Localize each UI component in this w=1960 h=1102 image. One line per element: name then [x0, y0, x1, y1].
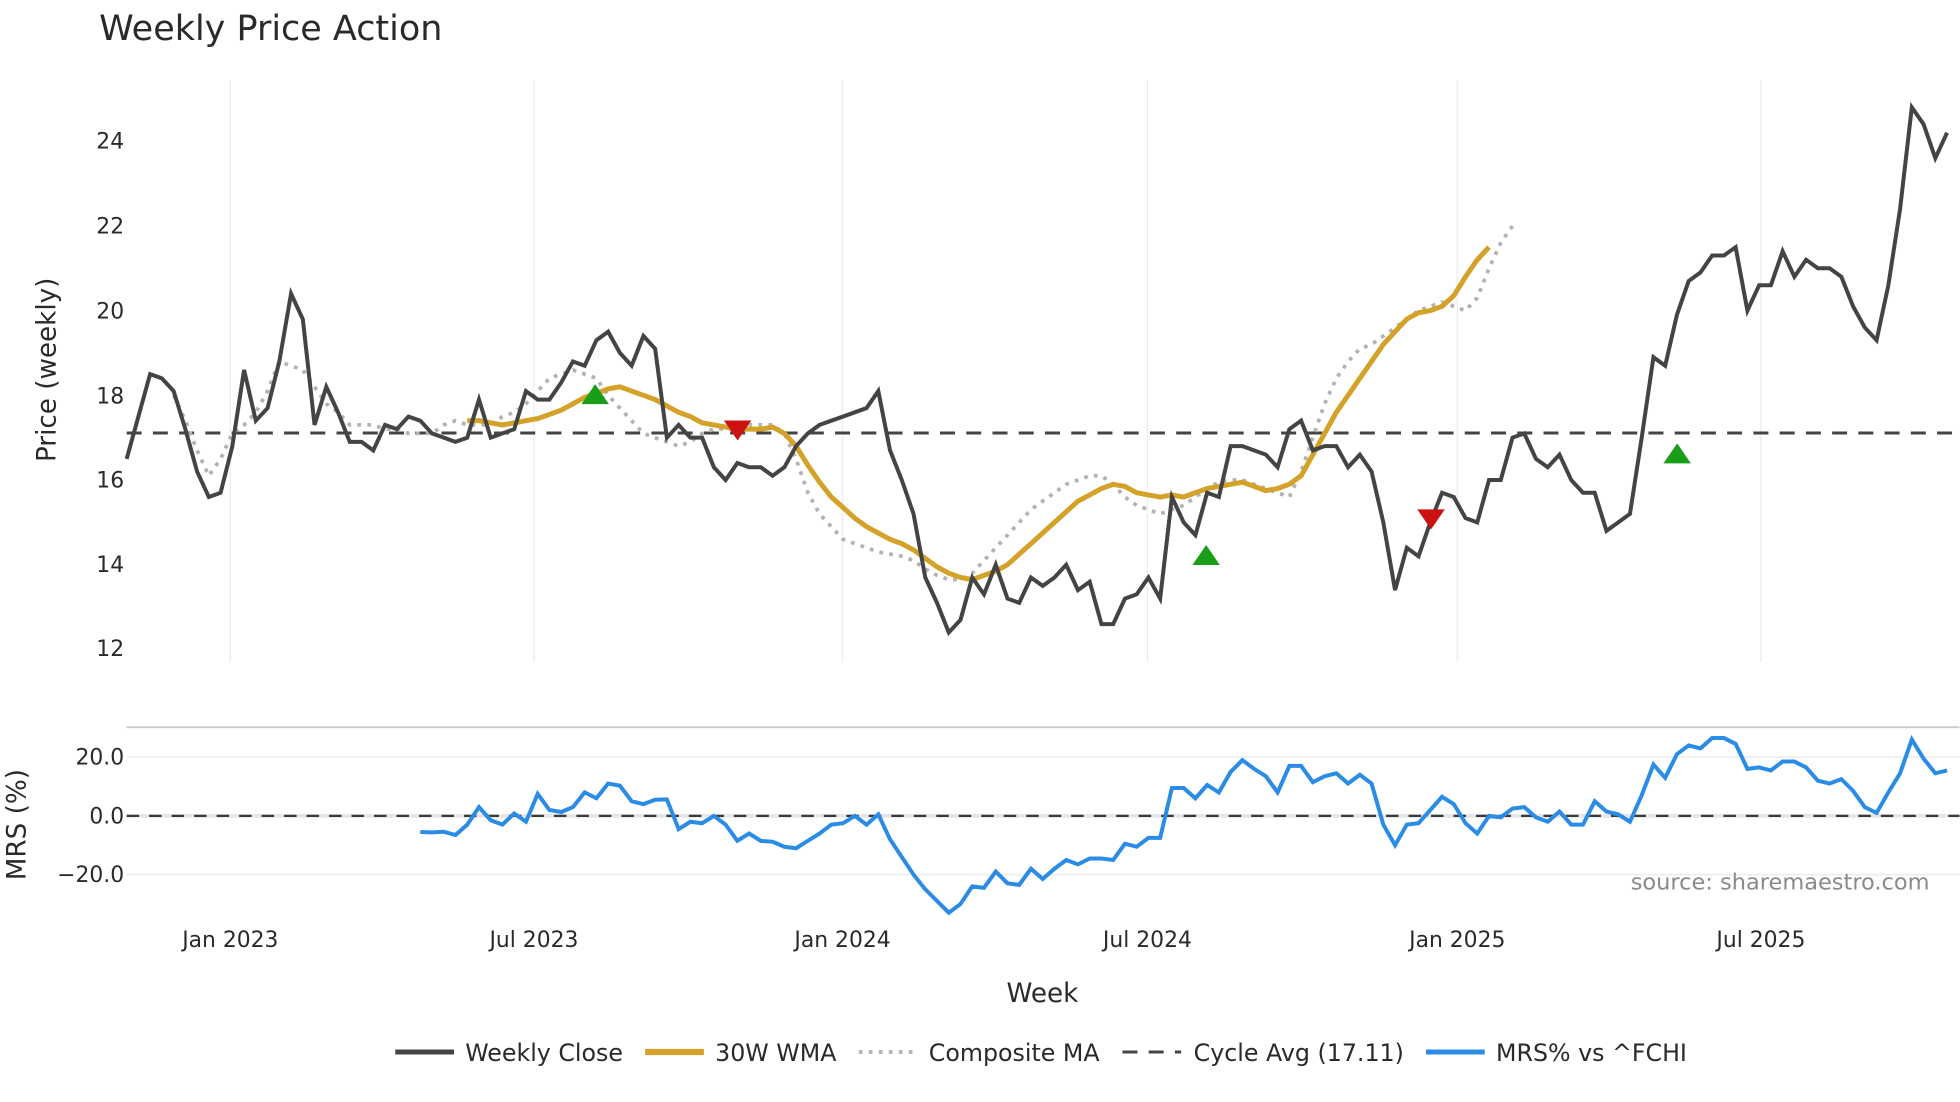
y-tick: −20.0 [57, 863, 124, 888]
x-tick: Jul 2025 [1714, 928, 1805, 953]
x-tick: Jul 2024 [1101, 928, 1192, 953]
legend-label: 30W WMA [715, 1039, 837, 1067]
x-ticks: Jan 2023 Jul 2023 Jan 2024 Jul 2024 Jan … [180, 928, 1805, 953]
legend-label: MRS% vs ^FCHI [1496, 1039, 1687, 1067]
price-y-axis-label: Price (weekly) [32, 278, 62, 462]
y-tick: 14 [96, 553, 124, 578]
sell-signal-marker [723, 420, 752, 441]
x-tick: Jan 2024 [792, 928, 890, 953]
legend: Weekly Close 30W WMA Composite MA Cycle … [395, 1039, 1687, 1067]
chart-title: Weekly Price Action [99, 9, 442, 49]
legend-label: Composite MA [929, 1039, 1101, 1067]
source-annotation: source: sharemaestro.com [1631, 870, 1930, 896]
weekly-close-line [124, 101, 1949, 637]
legend-item-mrs[interactable]: MRS% vs ^FCHI [1426, 1039, 1687, 1067]
y-tick: 18 [96, 385, 124, 410]
price-y-ticks: 12 14 16 18 20 22 24 [96, 130, 124, 662]
x-tick: Jul 2023 [487, 928, 578, 953]
buy-signal-marker [1663, 443, 1691, 464]
legend-item-composite-ma[interactable]: Composite MA [858, 1039, 1101, 1067]
mrs-y-axis-label: MRS (%) [2, 769, 32, 880]
signal-markers [581, 384, 1691, 566]
legend-item-wma[interactable]: 30W WMA [645, 1039, 837, 1067]
buy-signal-marker [581, 384, 609, 405]
x-tick: Jan 2025 [1407, 928, 1505, 953]
mrs-gridlines [126, 756, 1960, 876]
mrs-line [420, 734, 1948, 916]
y-tick: 20 [96, 300, 124, 325]
x-axis-label: Week [1007, 979, 1080, 1009]
y-tick: 20.0 [75, 746, 124, 771]
y-tick: 0.0 [89, 804, 124, 829]
x-tick: Jan 2023 [180, 928, 278, 953]
legend-item-weekly-close[interactable]: Weekly Close [395, 1039, 623, 1067]
legend-item-cycle-avg[interactable]: Cycle Avg (17.11) [1122, 1039, 1404, 1067]
legend-label: Weekly Close [465, 1039, 623, 1067]
wma-30w-line [467, 245, 1491, 583]
y-tick: 24 [96, 130, 124, 155]
legend-label: Cycle Avg (17.11) [1194, 1039, 1404, 1067]
top-gridlines [229, 79, 1762, 663]
buy-signal-marker [1192, 545, 1220, 566]
y-tick: 16 [96, 468, 124, 493]
y-tick: 22 [96, 215, 124, 240]
mrs-y-ticks: 20.0 0.0 −20.0 [57, 746, 124, 888]
y-tick: 12 [96, 637, 124, 662]
sell-signal-marker [1417, 509, 1445, 530]
